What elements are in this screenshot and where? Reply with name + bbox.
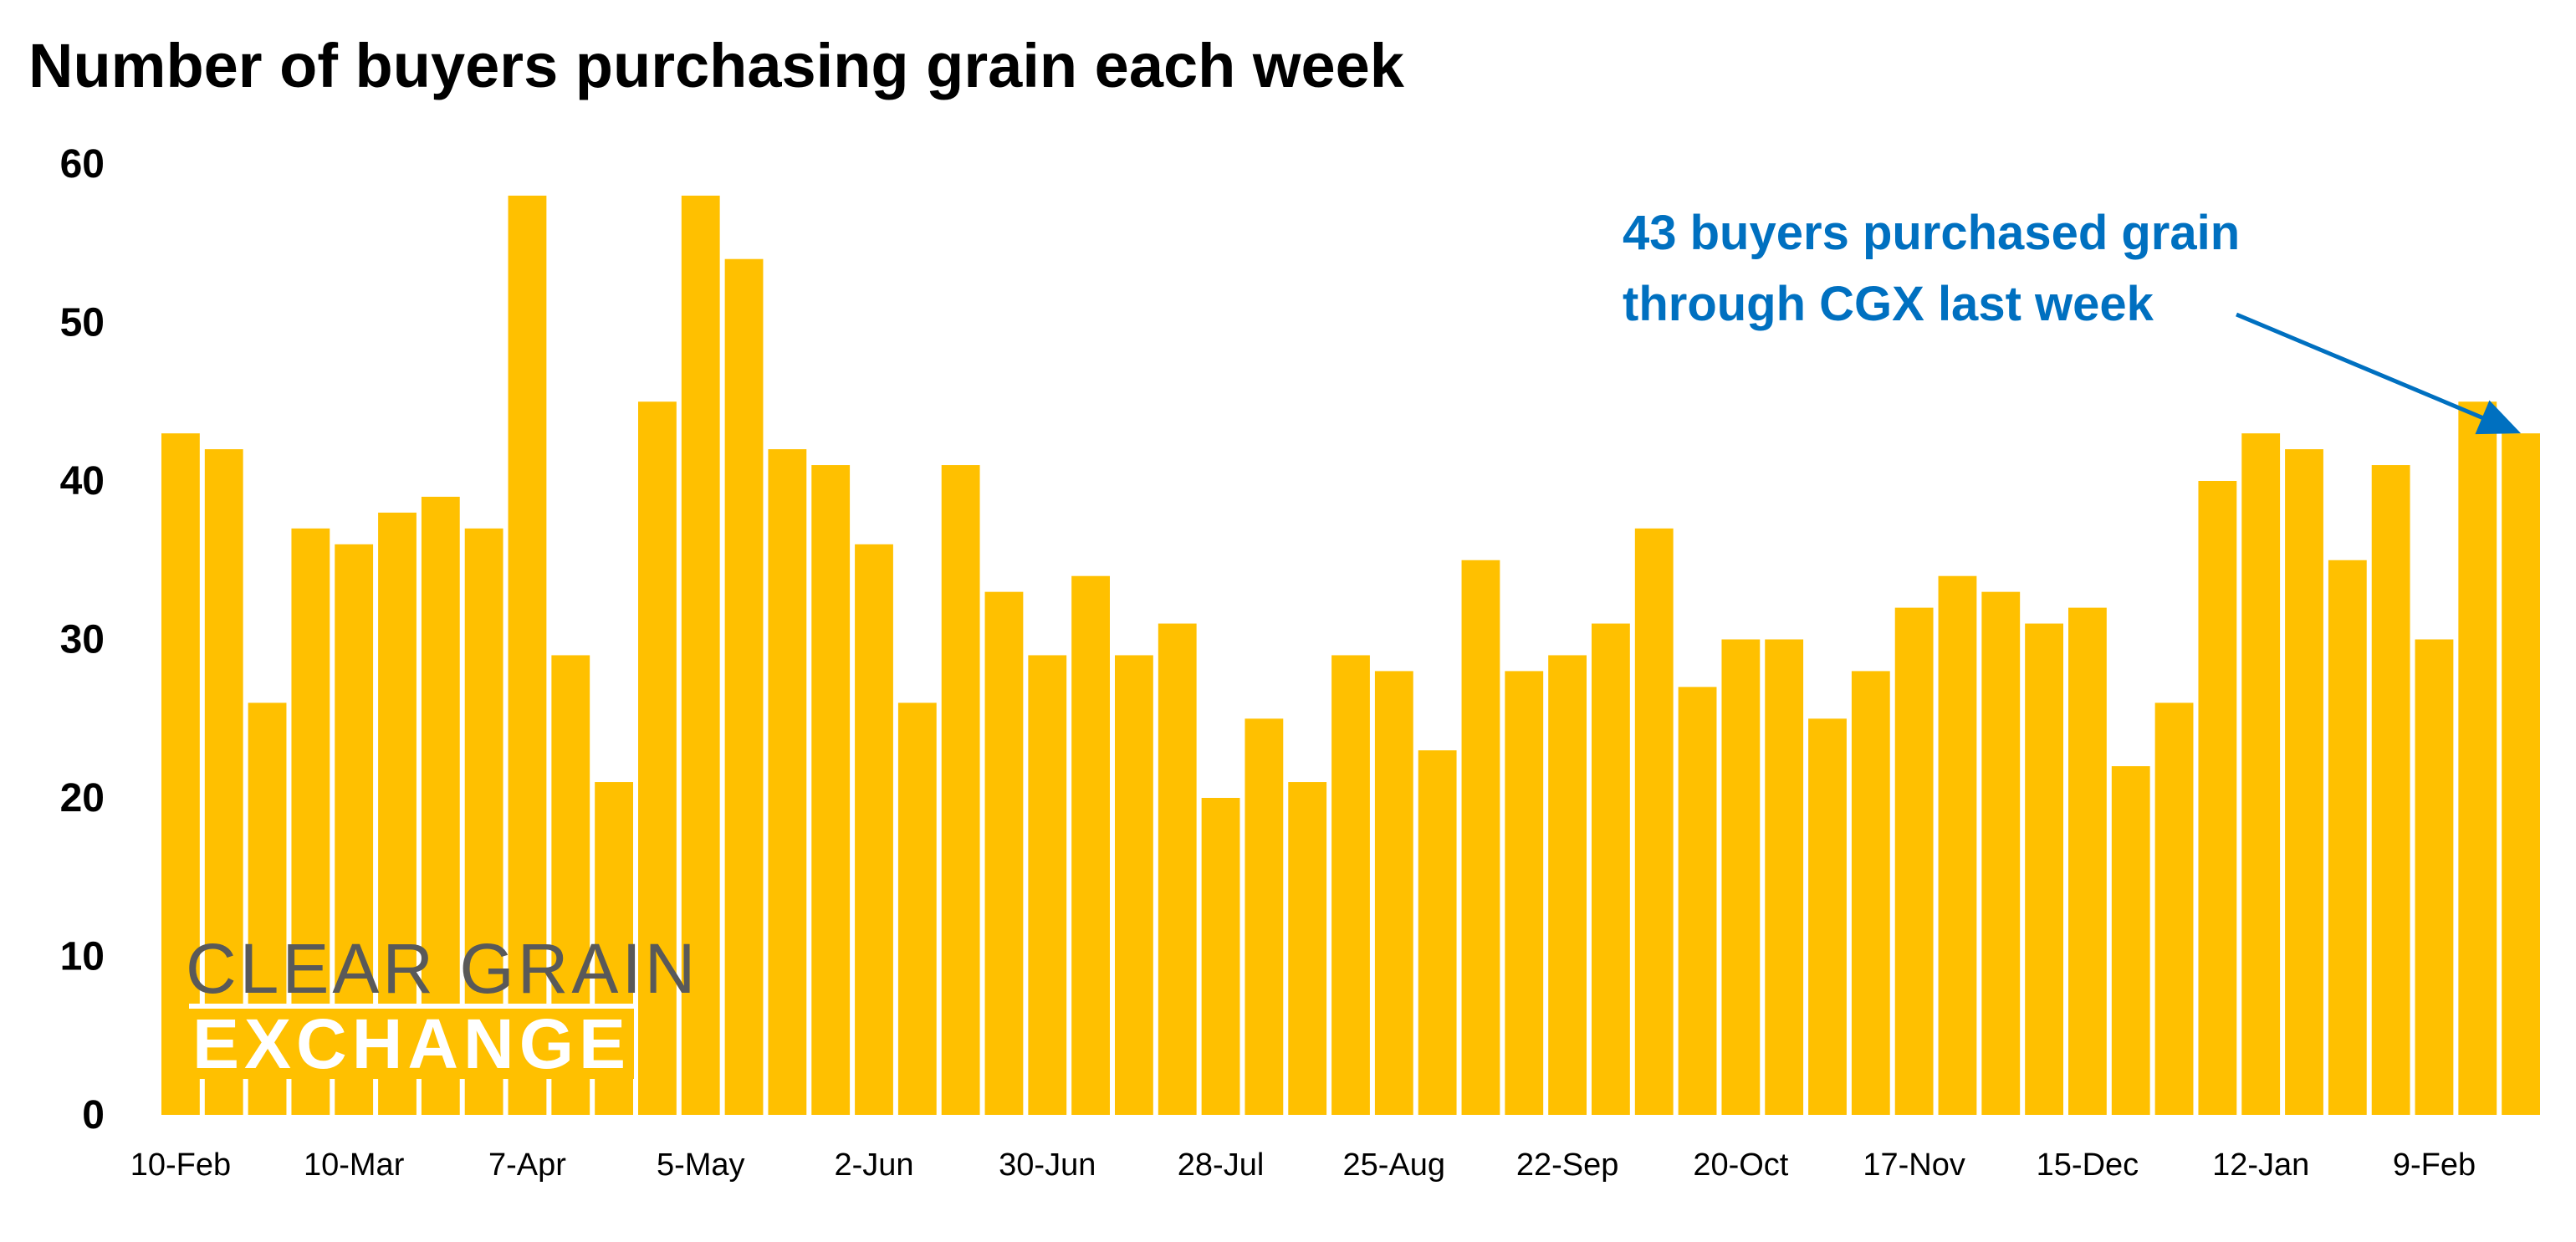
bar <box>2415 639 2454 1115</box>
bar <box>2154 703 2194 1115</box>
bar <box>1981 591 2021 1115</box>
bar <box>897 703 937 1115</box>
bar <box>1115 655 1153 1115</box>
bar <box>1548 655 1587 1115</box>
bar <box>855 544 893 1115</box>
bar <box>1288 782 1327 1115</box>
bar <box>2328 560 2367 1115</box>
bar <box>1678 687 1717 1115</box>
arrowhead-icon <box>2475 400 2522 435</box>
bar <box>1765 639 1804 1115</box>
x-tick-label: 20-Oct <box>1693 1147 1788 1183</box>
x-tick-label: 10-Feb <box>130 1147 231 1183</box>
bar <box>2502 433 2540 1115</box>
logo-exchange: EXCHANGE <box>189 1004 635 1079</box>
x-tick-label: 22-Sep <box>1516 1147 1619 1183</box>
bar <box>2458 401 2497 1115</box>
bar <box>2111 766 2150 1115</box>
bar <box>2198 481 2237 1115</box>
bar <box>2241 433 2281 1115</box>
bar <box>1592 623 1630 1115</box>
bar <box>1721 639 1761 1115</box>
y-tick-label: 60 <box>60 142 105 187</box>
bar <box>1245 718 1284 1115</box>
bar <box>1851 671 1890 1115</box>
x-tick-label: 12-Jan <box>2212 1147 2309 1183</box>
x-tick-label: 2-Jun <box>834 1147 913 1183</box>
bar <box>1808 718 1847 1115</box>
bar <box>1894 607 1934 1115</box>
bar <box>1071 575 1110 1115</box>
logo-clear-grain: CLEAR GRAIN <box>186 929 699 1008</box>
bar <box>2371 465 2410 1115</box>
bar <box>1461 560 1500 1115</box>
bar <box>724 258 764 1115</box>
bar <box>1374 671 1413 1115</box>
chart-title: Number of buyers purchasing grain each w… <box>28 31 1404 100</box>
x-tick-label: 15-Dec <box>2037 1147 2139 1183</box>
bar <box>2285 449 2323 1115</box>
x-tick-label: 9-Feb <box>2393 1147 2476 1183</box>
x-tick-label: 25-Aug <box>1343 1147 1446 1183</box>
x-tick-label: 5-May <box>657 1147 745 1183</box>
bar <box>2025 623 2063 1115</box>
x-tick-label: 7-Apr <box>488 1147 566 1183</box>
bar <box>681 195 720 1115</box>
bar <box>638 401 677 1115</box>
bar <box>811 465 851 1115</box>
bar <box>1938 575 1977 1115</box>
bar <box>1505 671 1544 1115</box>
x-tick-label: 30-Jun <box>999 1147 1096 1183</box>
y-tick-label: 0 <box>82 1093 105 1137</box>
annotation-line-2: through CGX last week <box>1623 277 2154 331</box>
x-tick-label: 17-Nov <box>1863 1147 1965 1183</box>
bar <box>161 433 200 1115</box>
y-tick-label: 50 <box>60 301 105 345</box>
x-tick-label: 28-Jul <box>1178 1147 1265 1183</box>
annotation-arrow-line <box>2236 312 2497 426</box>
annotation-line-1: 43 buyers purchased grain <box>1623 206 2241 260</box>
bar <box>1331 655 1370 1115</box>
y-tick-label: 30 <box>60 618 105 662</box>
bar <box>1028 655 1067 1115</box>
bar <box>1158 623 1197 1115</box>
bar <box>1201 798 1240 1115</box>
y-tick-label: 40 <box>60 459 105 503</box>
bar <box>2068 607 2107 1115</box>
y-tick-label: 20 <box>60 776 105 820</box>
bar <box>508 195 547 1115</box>
bar <box>984 591 1024 1115</box>
x-tick-label: 10-Mar <box>304 1147 405 1183</box>
bar <box>1634 528 1674 1115</box>
bar <box>941 465 980 1115</box>
bar <box>768 449 807 1115</box>
y-tick-label: 10 <box>60 935 105 979</box>
bar <box>1418 750 1457 1115</box>
